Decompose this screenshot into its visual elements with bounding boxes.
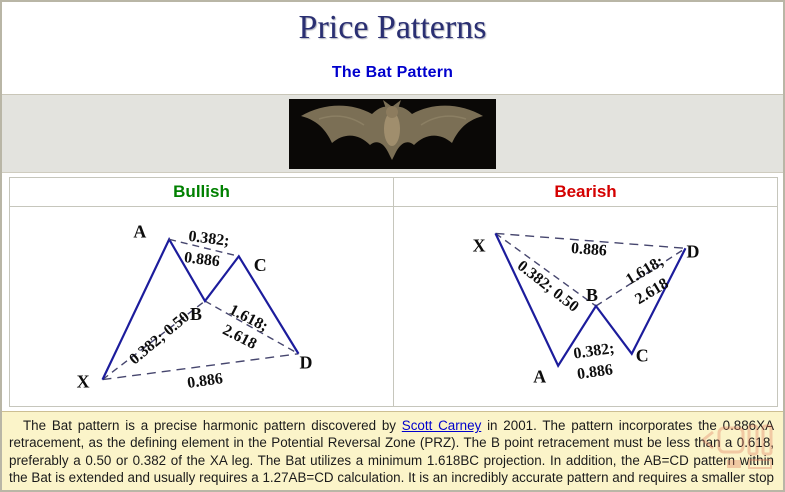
ratio-ac-top: 0.382; — [187, 228, 230, 250]
pattern-subtitle: The Bat Pattern — [331, 64, 454, 81]
point-a-label: A — [133, 221, 146, 241]
pattern-comparison-table: Bullish Bearish A X B C D — [9, 177, 778, 407]
ratio-xd: 0.886 — [186, 370, 224, 392]
bearish-diagram-cell: X A B C D 0.886 0.382; 0.50 1.618; 2.618… — [393, 206, 778, 407]
description-before-link: The Bat pattern is a precise harmonic pa… — [23, 418, 402, 433]
ratio-ac-top: 0.382; — [572, 340, 615, 363]
ratio-xb: 0.382; 0.50 — [126, 308, 193, 368]
point-c-label: C — [636, 346, 649, 366]
bat-image — [289, 98, 496, 169]
bat-photo-banner — [2, 94, 783, 173]
bullish-bat-diagram: A X B C D 0.382; 0.886 0.382; 0.50 1.618… — [77, 221, 313, 392]
point-c-label: C — [254, 255, 267, 275]
point-d-label: D — [686, 241, 699, 261]
bullish-diagram-cell: A X B C D 0.382; 0.886 0.382; 0.50 1.618… — [9, 206, 394, 407]
bearish-bat-diagram: X A B C D 0.886 0.382; 0.50 1.618; 2.618… — [473, 232, 699, 387]
description-after-link: in 2001. The pattern incorporates the 0.… — [9, 418, 774, 490]
ratio-ac-bottom: 0.886 — [183, 249, 221, 270]
point-d-label: D — [299, 353, 312, 373]
point-b-label: B — [190, 304, 202, 324]
point-b-label: B — [586, 285, 598, 305]
point-a-label: A — [533, 367, 546, 387]
scott-carney-link[interactable]: Scott Carney — [401, 418, 482, 433]
point-x-label: X — [77, 372, 90, 392]
point-x-label: X — [473, 235, 486, 255]
bearish-header: Bearish — [393, 177, 778, 207]
page-title: Price Patterns — [298, 9, 487, 46]
pattern-description-text: The Bat pattern is a precise harmonic pa… — [9, 417, 774, 490]
ratio-xd: 0.886 — [571, 240, 608, 259]
ratio-xb: 0.382; 0.50 — [514, 257, 582, 315]
bullish-header: Bullish — [9, 177, 394, 207]
ratio-ac-bottom: 0.886 — [576, 361, 614, 383]
pattern-description-panel: The Bat pattern is a precise harmonic pa… — [2, 411, 783, 490]
